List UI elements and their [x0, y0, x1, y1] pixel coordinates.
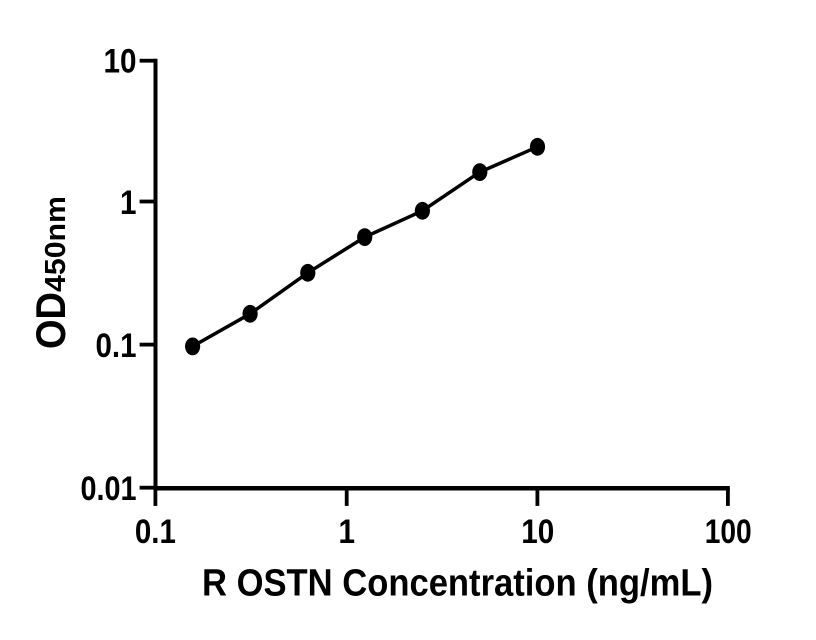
svg-text:1: 1 — [338, 513, 355, 551]
svg-text:10: 10 — [104, 43, 137, 81]
svg-text:450nm: 450nm — [40, 196, 72, 292]
svg-text:R OSTN Concentration (ng/mL): R OSTN Concentration (ng/mL) — [202, 563, 713, 605]
svg-text:1: 1 — [120, 184, 137, 222]
svg-text:0.1: 0.1 — [96, 327, 137, 365]
svg-text:100: 100 — [705, 513, 752, 551]
svg-text:10: 10 — [521, 513, 554, 551]
svg-text:OD: OD — [27, 292, 74, 349]
svg-text:0.01: 0.01 — [81, 470, 137, 508]
svg-text:0.1: 0.1 — [135, 513, 176, 551]
